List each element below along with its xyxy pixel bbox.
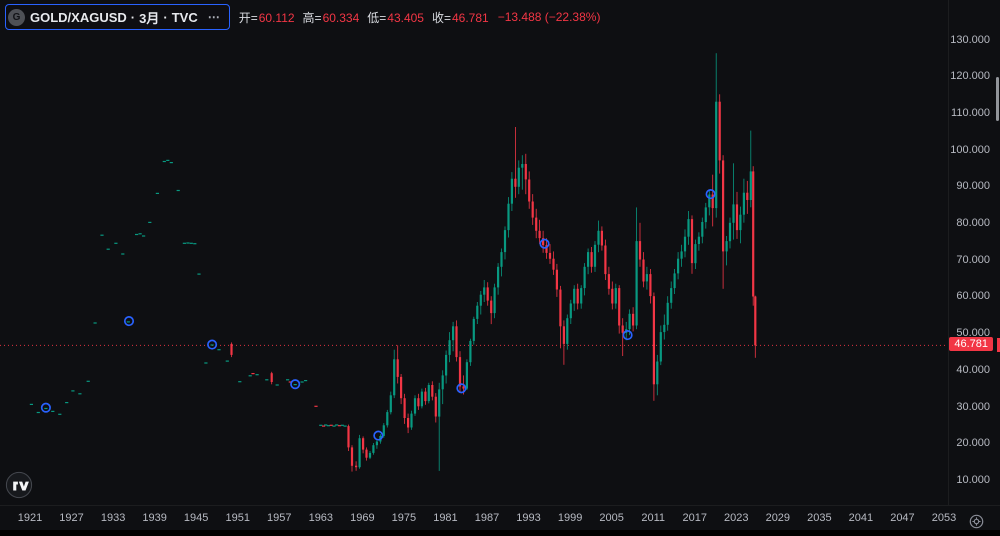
year-axis-label: 1981	[433, 512, 458, 524]
year-axis-label: 1951	[225, 512, 250, 524]
price-axis-label: 20.000	[956, 437, 990, 450]
price-axis-label: 30.000	[956, 400, 990, 413]
separator-dot: ·	[163, 9, 168, 25]
close-field: 收=46.781	[431, 10, 489, 25]
price-scrollbar-thumb[interactable]	[996, 77, 999, 121]
price-axis-label: 40.000	[956, 363, 990, 376]
year-axis-label: 1975	[391, 512, 417, 524]
event-marker-circle[interactable]	[373, 430, 384, 441]
symbol-interval: 3月	[139, 10, 160, 26]
ohlc-legend: 开=60.112 高=60.334 低=43.405 收=46.781 −13.…	[239, 9, 601, 26]
event-marker-circle[interactable]	[123, 316, 135, 327]
year-axis-label: 2029	[765, 512, 791, 524]
open-field: 开=60.112	[238, 10, 295, 25]
year-axis-label: 1921	[17, 512, 43, 524]
price-axis-label: 130.000	[950, 33, 990, 46]
open-value: 60.112	[258, 10, 295, 25]
event-marker-circle[interactable]	[40, 402, 51, 413]
year-axis-label: 1957	[267, 512, 292, 524]
time-axis[interactable]: 1921 1927 1933 1939 1945 1951 1957 1963 1969 1975…	[0, 505, 1000, 531]
candles	[29, 53, 757, 472]
more-menu-icon[interactable]: ⋯	[207, 10, 221, 24]
event-marker-circle[interactable]	[207, 339, 218, 350]
year-axis-label: 2053	[931, 512, 957, 524]
symbol-name: GOLD/XAGUSD	[30, 9, 127, 25]
price-axis-label: 120.000	[950, 70, 990, 83]
year-axis-label: 2041	[848, 512, 874, 524]
year-axis-label: 2035	[807, 512, 832, 524]
symbol-logo-icon: G	[8, 8, 25, 26]
last-price-badge: 46.781	[949, 337, 993, 352]
last-price-edge-tick	[997, 338, 1000, 353]
timezone-settings-icon[interactable]	[969, 514, 984, 529]
chart-header: G GOLD/XAGUSD · 3月 · TVC ⋯ 开=60.112 高=60…	[5, 4, 600, 30]
tradingview-logo-icon[interactable]	[5, 471, 33, 499]
year-axis-label: 2047	[890, 512, 915, 524]
event-marker-circle[interactable]	[539, 238, 550, 249]
separator-dot: ·	[130, 9, 136, 25]
year-axis-label: 1987	[474, 512, 500, 524]
event-marker-circle[interactable]	[622, 330, 633, 341]
change-value: −13.488 (−22.38%)	[497, 10, 601, 24]
high-value: 60.334	[322, 10, 360, 25]
event-markers	[40, 189, 716, 441]
price-axis-label: 70.000	[956, 253, 990, 266]
price-axis-label: 110.000	[951, 106, 990, 119]
symbol-exchange: TVC	[171, 9, 198, 25]
price-axis[interactable]: 130.000 120.000 110.000 100.000 90.000 80.000…	[948, 0, 1000, 530]
year-axis-label: 1927	[59, 512, 84, 524]
event-marker-circle[interactable]	[456, 383, 467, 394]
year-axis-label: 1999	[557, 512, 583, 524]
year-axis-label: 2011	[641, 512, 665, 524]
year-axis-label: 2005	[599, 512, 624, 524]
bottom-strip	[0, 530, 1000, 536]
event-marker-circle[interactable]	[705, 189, 716, 200]
year-axis-label: 2017	[682, 512, 707, 524]
close-value: 46.781	[452, 10, 489, 25]
price-axis-label: 80.000	[956, 217, 990, 229]
year-axis-label: 1993	[516, 512, 541, 524]
year-axis-label: 1945	[183, 512, 209, 524]
year-axis-label: 1933	[100, 512, 126, 524]
low-value: 43.405	[387, 10, 424, 25]
event-marker-circle[interactable]	[290, 379, 301, 390]
symbol-button[interactable]: G GOLD/XAGUSD · 3月 · TVC ⋯	[5, 4, 230, 30]
year-axis-label: 1969	[350, 512, 375, 524]
price-axis-label: 50.000	[956, 327, 990, 340]
year-axis-label: 1939	[142, 512, 167, 524]
price-axis-label: 60.000	[956, 290, 990, 303]
high-field: 高=60.334	[302, 10, 360, 25]
price-axis-label: 10.000	[956, 473, 990, 486]
year-axis-label: 1963	[308, 512, 334, 524]
price-axis-label: 100.000	[950, 143, 990, 156]
low-field: 低=43.405	[367, 10, 424, 25]
year-axis-label: 2023	[724, 512, 749, 524]
price-axis-label: 90.000	[956, 180, 990, 193]
